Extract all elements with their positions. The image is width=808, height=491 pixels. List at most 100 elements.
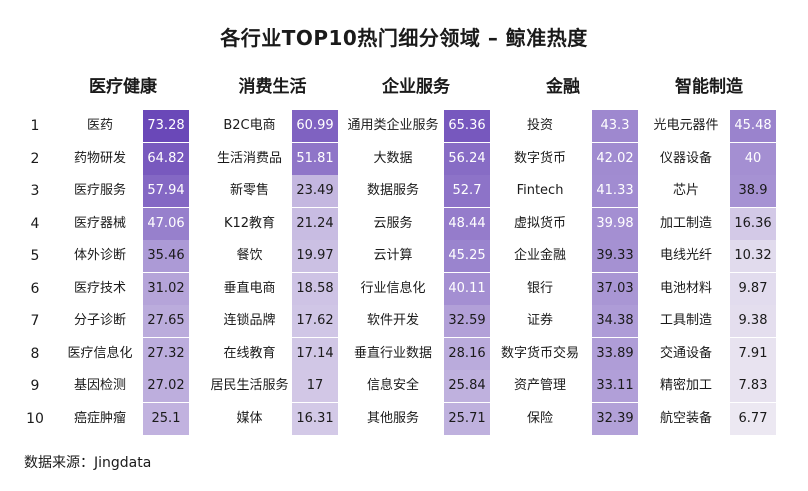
heat-value-cell: 39.33: [592, 240, 638, 272]
item-name: 企业金融: [513, 248, 566, 263]
heat-value-cell: 65.36: [444, 110, 490, 142]
heat-value-cell: 17: [292, 370, 338, 402]
item-name: 医疗技术: [73, 280, 126, 296]
rank-number: 7: [30, 313, 40, 329]
item-name: 证券: [526, 313, 553, 328]
category-header: 企业服务: [382, 77, 450, 97]
item-name: 数字货币: [513, 150, 566, 166]
item-name: 银行: [526, 280, 553, 296]
heat-value-cell: 51.81: [292, 142, 338, 175]
heat-value-cell: 45.25: [444, 240, 490, 272]
item-name: 体外诊断: [73, 248, 126, 263]
item-name: 精密加工: [659, 378, 712, 393]
heat-value-cell: 73.28: [143, 110, 189, 142]
item-name: 软件开发: [366, 313, 419, 328]
heat-value-cell: 48.44: [444, 207, 490, 240]
rank-number: 4: [30, 215, 40, 232]
heat-value-cell: 38.9: [730, 175, 776, 207]
item-name: 资产管理: [513, 378, 566, 393]
heat-value-cell: 28.16: [444, 337, 490, 370]
rank-number: 8: [30, 345, 40, 362]
item-name: 信息安全: [366, 378, 419, 393]
heat-value-cell: 23.49: [292, 175, 338, 207]
item-name: 新零售: [229, 183, 269, 198]
rank-number: 5: [30, 248, 40, 264]
heat-value-cell: 9.38: [730, 305, 776, 337]
item-name: 通用类企业服务: [347, 118, 439, 133]
item-name: 光电元器件: [653, 118, 719, 133]
heat-value-cell: 40: [730, 142, 776, 175]
item-name: 投资: [526, 118, 553, 133]
heat-value-cell: 32.59: [444, 305, 490, 337]
item-name: 虚拟货币: [513, 215, 566, 231]
item-name: 航空装备: [659, 410, 712, 426]
heat-value-cell: 33.89: [592, 337, 638, 370]
category-header: 智能制造: [675, 77, 743, 97]
heat-value-cell: 40.11: [444, 272, 490, 305]
source-note: 数据来源：Jingdata: [24, 455, 152, 471]
item-name: 连锁品牌: [223, 313, 276, 328]
item-name: 数据服务: [366, 183, 419, 198]
category-header: 消费生活: [238, 77, 307, 97]
item-name: 交通设备: [659, 345, 712, 361]
heat-value-cell: 27.65: [143, 305, 189, 337]
heat-value-cell: 7.83: [730, 370, 776, 402]
item-name: 仪器设备: [659, 150, 712, 166]
heat-value-cell: 17.62: [292, 305, 338, 337]
item-name: 电线光纤: [659, 248, 712, 263]
item-name: 芯片: [672, 183, 699, 198]
rank-number: 6: [30, 280, 40, 297]
item-name: 数字货币交易: [500, 345, 579, 361]
rank-number: 10: [26, 410, 44, 427]
heat-value-cell: 21.24: [292, 207, 338, 240]
item-name: 医药: [86, 118, 113, 133]
heat-value-cell: 33.11: [592, 370, 638, 402]
item-name: 医疗器械: [73, 215, 126, 231]
heat-value-cell: 64.82: [143, 142, 189, 175]
item-name: 行业信息化: [360, 280, 426, 296]
item-name: 加工制造: [659, 215, 712, 231]
chart-title: 各行业TOP10热门细分领域 – 鲸准热度: [220, 26, 588, 50]
item-name: 医疗服务: [73, 183, 126, 198]
category-header: 金融: [546, 77, 580, 97]
heat-value-cell: 52.7: [444, 175, 490, 207]
heat-value-cell: 9.87: [730, 272, 776, 305]
item-name: Fintech: [516, 183, 564, 198]
heat-value-cell: 16.31: [292, 402, 338, 435]
item-name: 垂直电商: [223, 280, 276, 296]
rank-number: 3: [30, 183, 40, 199]
item-name: 电池材料: [659, 280, 712, 296]
heat-value-cell: 37.03: [592, 272, 638, 305]
item-name: 保险: [526, 410, 553, 426]
heat-value-cell: 35.46: [143, 240, 189, 272]
heat-value-cell: 18.58: [292, 272, 338, 305]
item-name: 在线教育: [223, 345, 276, 361]
item-name: 媒体: [236, 410, 263, 426]
heat-value-cell: 34.38: [592, 305, 638, 337]
heat-value-cell: 47.06: [143, 207, 189, 240]
heat-value-cell: 31.02: [143, 272, 189, 305]
heat-value-cell: 6.77: [730, 402, 776, 435]
heat-value-cell: 7.91: [730, 337, 776, 370]
item-name: 生活消费品: [216, 150, 282, 166]
item-name: 垂直行业数据: [353, 345, 432, 361]
item-name: 餐饮: [236, 248, 263, 263]
heat-value-cell: 19.97: [292, 240, 338, 272]
item-name: 居民生活服务: [210, 378, 289, 393]
heat-value-cell: 17.14: [292, 337, 338, 370]
rank-number: 9: [30, 378, 40, 394]
heat-value-cell: 27.02: [143, 370, 189, 402]
item-name: K12教育: [223, 215, 276, 231]
heat-value-cell: 39.98: [592, 207, 638, 240]
item-name: 基因检测: [73, 378, 126, 393]
item-name: 工具制造: [659, 313, 712, 328]
item-name: 分子诊断: [73, 313, 126, 328]
item-name: B2C电商: [223, 118, 276, 133]
heat-value-cell: 56.24: [444, 142, 490, 175]
item-name: 癌症肿瘤: [73, 410, 126, 426]
heat-value-cell: 41.33: [592, 175, 638, 207]
rank-number: 2: [30, 150, 40, 167]
item-name: 云计算: [373, 248, 413, 263]
heat-value-cell: 32.39: [592, 402, 638, 435]
item-name: 药物研发: [73, 150, 126, 166]
